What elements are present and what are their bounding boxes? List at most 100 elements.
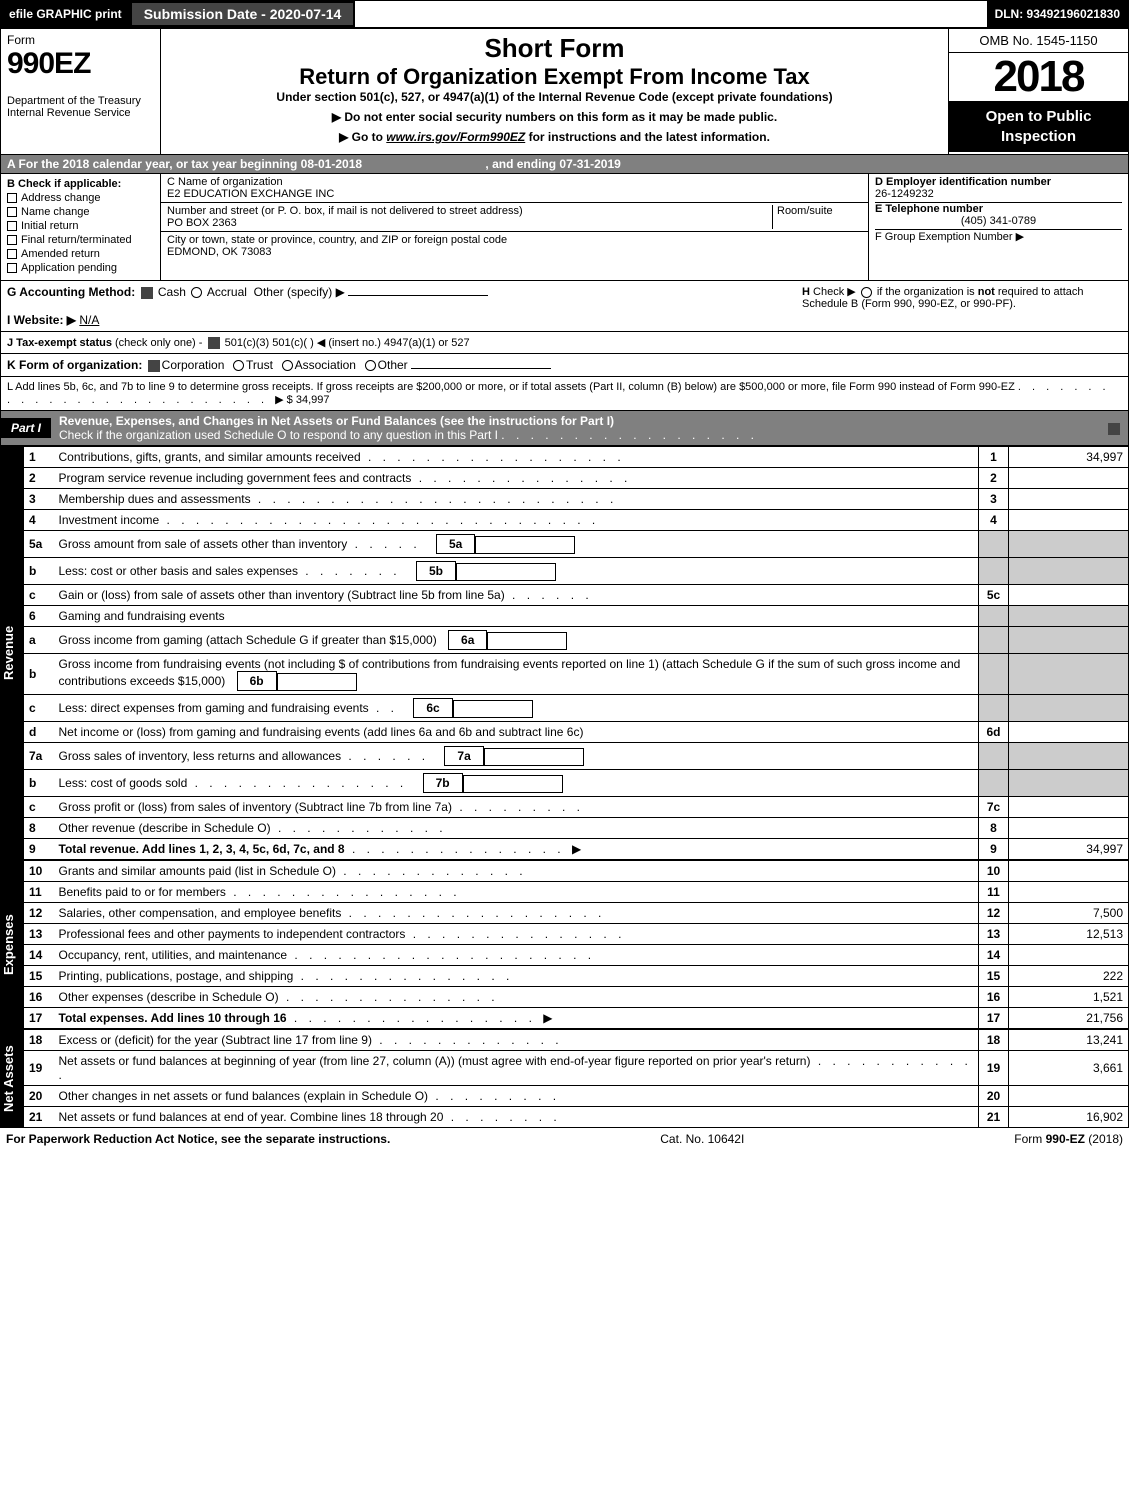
k-other: Other xyxy=(378,358,408,372)
cb-label: Amended return xyxy=(21,248,100,260)
box-b-label: B Check if applicable: xyxy=(7,178,154,190)
i-label: I Website: ▶ xyxy=(7,313,76,327)
addr-label: Number and street (or P. O. box, if mail… xyxy=(167,205,523,217)
expenses-section: Expenses 10Grants and similar amounts pa… xyxy=(0,860,1129,1029)
k-trust: Trust xyxy=(246,358,273,372)
line-j: J Tax-exempt status (check only one) - 5… xyxy=(0,332,1129,354)
box-c-label: C Name of organization xyxy=(167,176,283,188)
cb-address-change[interactable]: Address change xyxy=(7,192,154,204)
line-g-h: G Accounting Method: Cash Accrual Other … xyxy=(0,281,1129,332)
form-word: Form xyxy=(7,33,154,47)
phone: (405) 341-0789 xyxy=(875,215,1122,230)
footer: For Paperwork Reduction Act Notice, see … xyxy=(0,1128,1129,1150)
g-accrual: Accrual xyxy=(207,285,247,299)
box-d: D Employer identification number 26-1249… xyxy=(868,174,1128,280)
cb-h[interactable] xyxy=(861,287,872,298)
cb-label: Final return/terminated xyxy=(21,234,132,246)
net-table: 18Excess or (deficit) for the year (Subt… xyxy=(23,1029,1129,1128)
irs-label: Internal Revenue Service xyxy=(7,107,154,119)
cb-501c3-checked[interactable] xyxy=(208,337,220,349)
cb-cash-checked[interactable] xyxy=(141,287,153,299)
k-label: K Form of organization: xyxy=(7,358,142,372)
cb-accrual[interactable] xyxy=(191,287,202,298)
cb-trust[interactable] xyxy=(233,360,244,371)
cb-label: Name change xyxy=(21,206,90,218)
revenue-section: Revenue 1Contributions, gifts, grants, a… xyxy=(0,446,1129,860)
j-opts: 501(c)(3) 501(c)( ) ◀ (insert no.) 4947(… xyxy=(225,337,470,349)
k-assoc: Association xyxy=(295,358,356,372)
footer-left: For Paperwork Reduction Act Notice, see … xyxy=(6,1132,390,1146)
box-e-label: E Telephone number xyxy=(875,203,1122,215)
bullet-goto: ▶ Go to www.irs.gov/Form990EZ for instru… xyxy=(165,130,944,144)
k-corp: Corporation xyxy=(162,358,225,372)
cb-final-return[interactable]: Final return/terminated xyxy=(7,234,154,246)
website: N/A xyxy=(79,313,99,327)
expenses-table: 10Grants and similar amounts paid (list … xyxy=(23,860,1129,1029)
net-side-label: Net Assets xyxy=(1,1029,23,1128)
cb-corp-checked[interactable] xyxy=(148,360,160,372)
header-right: OMB No. 1545-1150 2018 Open to Public In… xyxy=(948,29,1128,154)
part1-title: Revenue, Expenses, and Changes in Net As… xyxy=(51,411,1100,445)
part1-label: Part I xyxy=(1,418,51,438)
period-row: A For the 2018 calendar year, or tax yea… xyxy=(0,155,1129,174)
period-begin: A For the 2018 calendar year, or tax yea… xyxy=(7,157,362,171)
net-assets-section: Net Assets 18Excess or (deficit) for the… xyxy=(0,1029,1129,1128)
goto-pre: ▶ Go to xyxy=(339,130,386,144)
org-name: E2 EDUCATION EXCHANGE INC xyxy=(167,188,334,200)
form-header: Form 990EZ Department of the Treasury In… xyxy=(0,28,1129,155)
omb-number: OMB No. 1545-1150 xyxy=(949,29,1128,53)
line-k: K Form of organization: Corporation Trus… xyxy=(0,354,1129,377)
cb-label: Address change xyxy=(21,192,101,204)
cb-application-pending[interactable]: Application pending xyxy=(7,262,154,274)
info-row: B Check if applicable: Address change Na… xyxy=(0,174,1129,281)
l-text: L Add lines 5b, 6c, and 7b to line 9 to … xyxy=(7,381,1015,393)
under-section: Under section 501(c), 527, or 4947(a)(1)… xyxy=(165,90,944,104)
cb-other[interactable] xyxy=(365,360,376,371)
l-amount: ▶ $ 34,997 xyxy=(275,394,329,406)
cb-assoc[interactable] xyxy=(282,360,293,371)
header-left: Form 990EZ Department of the Treasury In… xyxy=(1,29,161,154)
expenses-side-label: Expenses xyxy=(1,860,23,1029)
tax-year: 2018 xyxy=(949,53,1128,101)
addr-value: PO BOX 2363 xyxy=(167,217,237,229)
open-inspection: Open to Public Inspection xyxy=(949,101,1128,152)
footer-right: Form 990-EZ (2018) xyxy=(1014,1132,1123,1146)
cb-label: Initial return xyxy=(21,220,78,232)
cb-label: Application pending xyxy=(21,262,117,274)
dln-label: DLN: 93492196021830 xyxy=(987,1,1128,27)
box-d-label: D Employer identification number xyxy=(875,176,1122,188)
box-b: B Check if applicable: Address change Na… xyxy=(1,174,161,280)
room-suite: Room/suite xyxy=(772,205,862,229)
short-form-title: Short Form xyxy=(165,33,944,64)
cb-initial-return[interactable]: Initial return xyxy=(7,220,154,232)
footer-mid: Cat. No. 10642I xyxy=(660,1132,744,1146)
bullet-ssn: ▶ Do not enter social security numbers o… xyxy=(165,110,944,124)
irs-link[interactable]: www.irs.gov/Form990EZ xyxy=(386,130,525,144)
revenue-side-label: Revenue xyxy=(1,446,23,860)
ein: 26-1249232 xyxy=(875,188,1122,203)
part1-header: Part I Revenue, Expenses, and Changes in… xyxy=(0,411,1129,446)
box-c: C Name of organization E2 EDUCATION EXCH… xyxy=(161,174,868,280)
h-text: H Check ▶ if the organization is not req… xyxy=(802,285,1122,327)
revenue-table: 1Contributions, gifts, grants, and simil… xyxy=(23,446,1129,860)
g-label: G Accounting Method: xyxy=(7,285,135,299)
g-cash: Cash xyxy=(158,285,186,299)
box-f-label: F Group Exemption Number ▶ xyxy=(875,230,1122,243)
efile-label: efile GRAPHIC print xyxy=(1,1,130,27)
city-label: City or town, state or province, country… xyxy=(167,234,507,246)
j-note: (check only one) - xyxy=(115,337,202,349)
return-title: Return of Organization Exempt From Incom… xyxy=(165,64,944,90)
header-center: Short Form Return of Organization Exempt… xyxy=(161,29,948,154)
line-l: L Add lines 5b, 6c, and 7b to line 9 to … xyxy=(0,377,1129,411)
j-label: J Tax-exempt status xyxy=(7,337,112,349)
cb-part1-check[interactable] xyxy=(1108,423,1120,435)
top-bar: efile GRAPHIC print Submission Date - 20… xyxy=(0,0,1129,28)
dept-label: Department of the Treasury xyxy=(7,95,154,107)
form-number: 990EZ xyxy=(7,47,154,81)
g-other: Other (specify) ▶ xyxy=(254,285,345,299)
part1-check: Check if the organization used Schedule … xyxy=(59,428,498,442)
goto-post: for instructions and the latest informat… xyxy=(525,130,770,144)
cb-amended-return[interactable]: Amended return xyxy=(7,248,154,260)
cb-name-change[interactable]: Name change xyxy=(7,206,154,218)
submission-date: Submission Date - 2020-07-14 xyxy=(130,1,356,27)
